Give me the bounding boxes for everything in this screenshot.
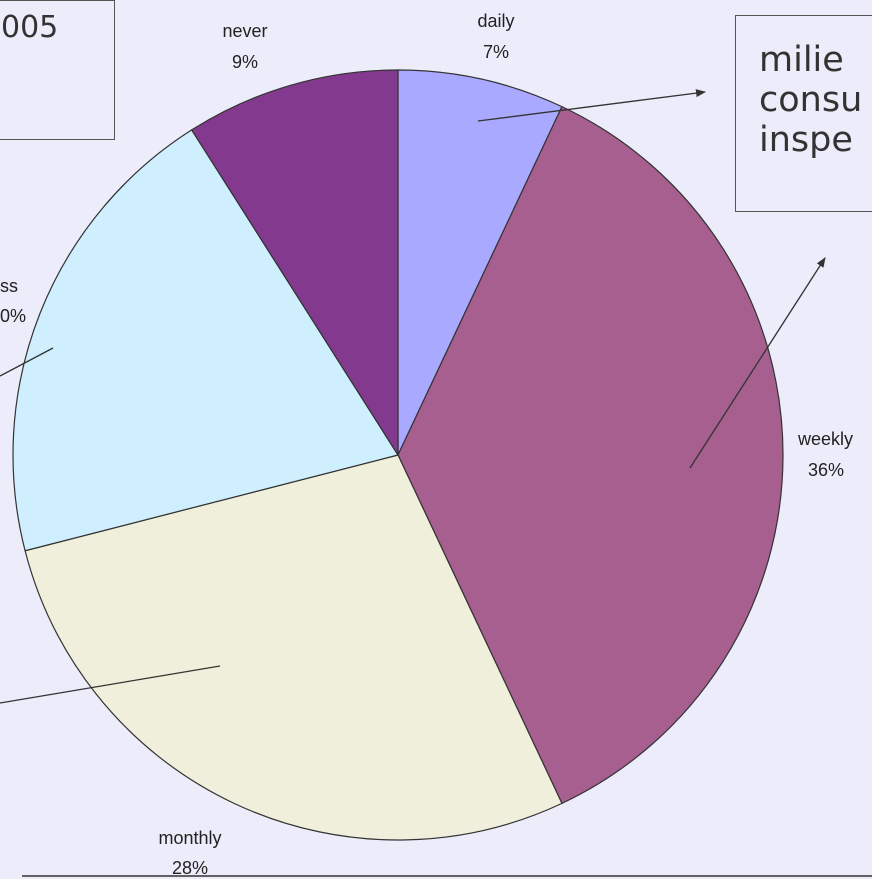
label-never: never — [222, 21, 267, 41]
label-weekly: weekly — [797, 429, 853, 449]
label-monthly: monthly — [158, 828, 221, 848]
callout-box-left: 005 — [0, 0, 115, 140]
pct-weekly: 36% — [808, 460, 844, 480]
slice-daily — [397, 69, 563, 456]
slice-ss — [12, 129, 399, 552]
arrow-daily — [477, 89, 706, 122]
callout-right-line-1: milie — [759, 40, 844, 80]
arrow-weekly — [689, 257, 826, 469]
pct-ss: 0% — [0, 306, 26, 326]
slice-never — [190, 69, 399, 458]
callout-right-line-2: consu — [759, 80, 863, 120]
slice-weekly — [397, 105, 784, 805]
slice-monthly — [24, 454, 563, 841]
leader-ss — [0, 347, 54, 377]
callout-box-right: milie consu inspe — [735, 15, 872, 212]
pct-daily: 7% — [483, 42, 509, 62]
callout-right-line-3: inspe — [759, 120, 853, 160]
pct-never: 9% — [232, 52, 258, 72]
pct-monthly: 28% — [172, 858, 208, 878]
label-ss: ss — [0, 276, 18, 296]
leader-monthly — [0, 665, 221, 704]
callout-left-text: 005 — [1, 10, 59, 45]
label-daily: daily — [477, 11, 514, 31]
